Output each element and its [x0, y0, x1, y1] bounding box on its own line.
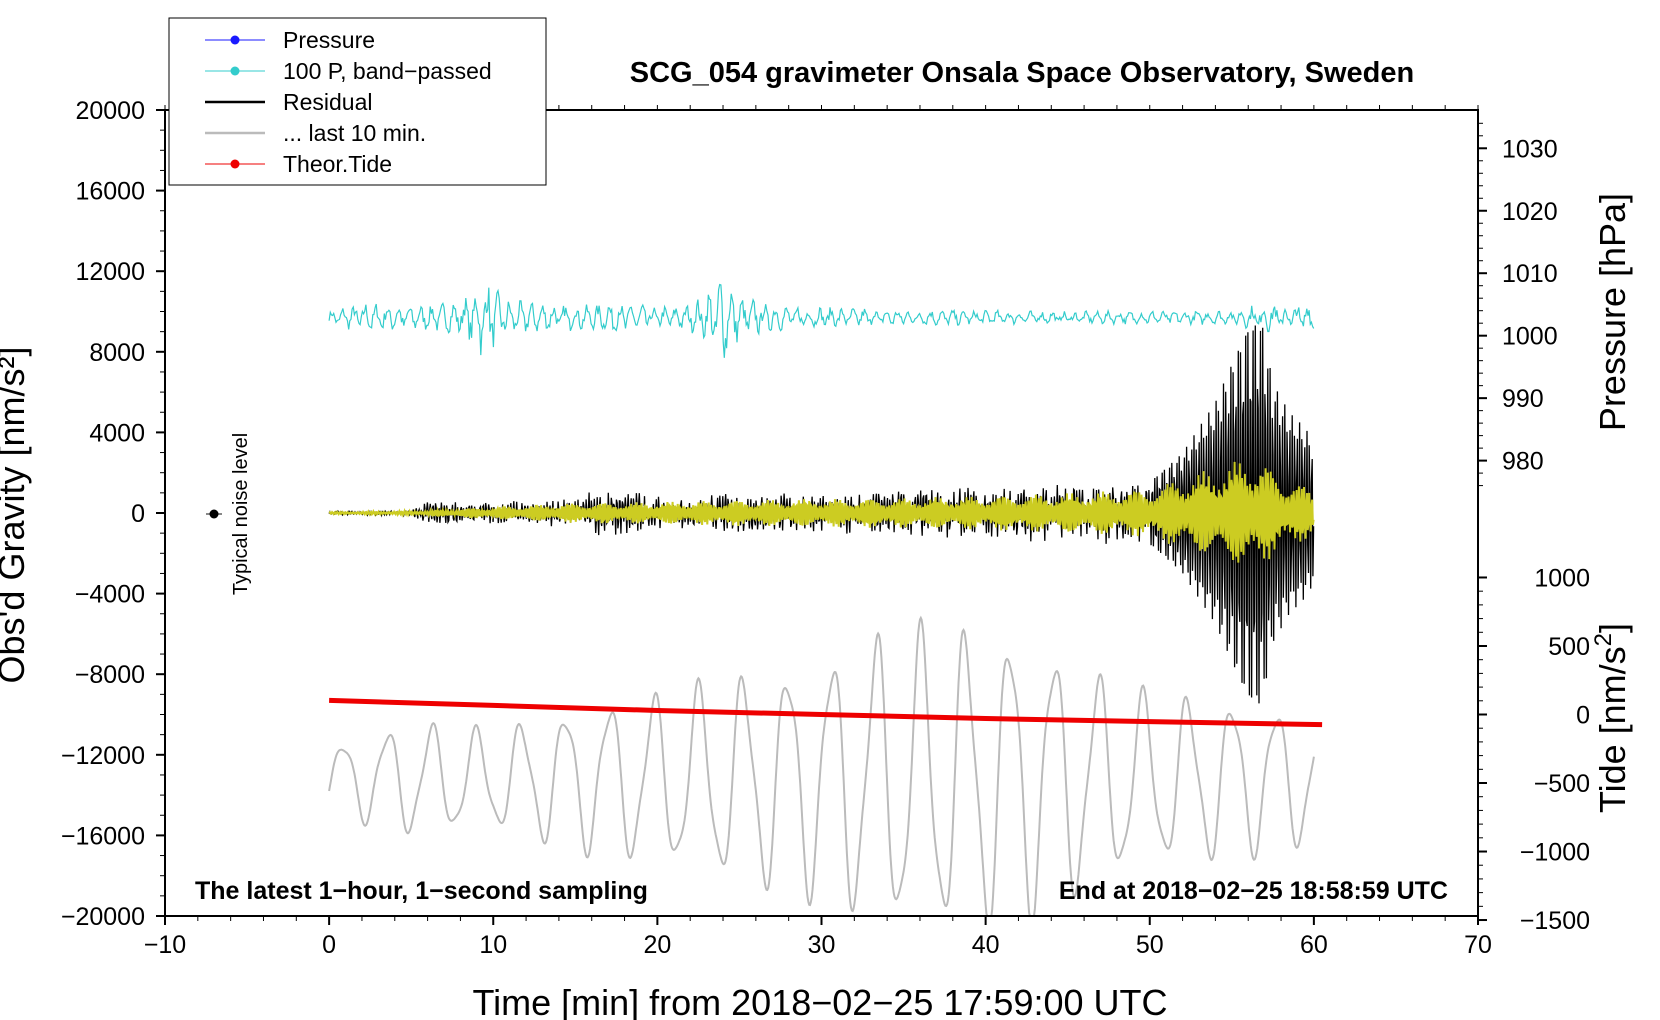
- pressure-tick-label: 980: [1502, 448, 1544, 476]
- x-tick-label: 10: [479, 931, 507, 959]
- x-tick-label: 30: [808, 931, 836, 959]
- y-tick-label: 0: [131, 500, 145, 528]
- y-tick-label: −4000: [75, 581, 145, 609]
- tide-title-superscript: 2: [1590, 633, 1617, 646]
- noise-level-label: Typical noise level: [230, 433, 252, 595]
- y-tick-label: −16000: [61, 822, 145, 850]
- tide-tick-label: 500: [1548, 633, 1590, 661]
- y-tick-label: 16000: [75, 178, 145, 206]
- pressure-tick-label: 1030: [1502, 135, 1558, 163]
- series-line-theoretical-tide: [329, 697, 1323, 728]
- x-tick-label: 60: [1300, 931, 1328, 959]
- y-tick-label: 20000: [75, 97, 145, 125]
- x-tick-label: 50: [1136, 931, 1164, 959]
- x-tick-label: −10: [144, 931, 186, 959]
- legend-swatch-dot: [230, 66, 240, 76]
- chart-title: SCG_054 gravimeter Onsala Space Observat…: [630, 57, 1414, 89]
- annotation-end-time: End at 2018−02−25 18:58:59 UTC: [1059, 877, 1448, 905]
- pressure-tick-label: 990: [1502, 385, 1544, 413]
- y-tick-label: 4000: [89, 419, 145, 447]
- tide-tick-label: 1000: [1534, 564, 1590, 592]
- series-line-last-10-min: [328, 615, 1315, 917]
- legend-label: 100 P, band−passed: [283, 58, 492, 84]
- x-tick-label: 70: [1464, 931, 1492, 959]
- legend-label: Theor.Tide: [283, 151, 392, 177]
- tide-tick-label: −1000: [1520, 839, 1590, 867]
- series-group: [328, 283, 1323, 917]
- legend-label: Residual: [283, 89, 373, 115]
- tide-title-text: Tide [nm/s: [1592, 646, 1633, 813]
- pressure-tick-label: 1020: [1502, 198, 1558, 226]
- pressure-tick-label: 1000: [1502, 323, 1558, 351]
- pressure-tick-label: 1010: [1502, 260, 1558, 288]
- y-tick-label: −12000: [61, 742, 145, 770]
- y-tick-label: −8000: [75, 661, 145, 689]
- legend: Pressure 100 P, band−passed Residual ... la…: [168, 17, 547, 186]
- tide-tick-label: −500: [1534, 770, 1590, 798]
- legend-swatch-dot: [230, 35, 240, 45]
- y-axis-title-left: Obs'd Gravity [nm/s²]: [0, 347, 32, 684]
- y-tick-label: 8000: [89, 339, 145, 367]
- y-tick-label: 12000: [75, 258, 145, 286]
- legend-swatch-dot: [230, 159, 240, 169]
- y-axis-title-pressure: Pressure [hPa]: [1592, 193, 1633, 431]
- legend-label: Pressure: [283, 27, 375, 53]
- x-tick-label: 0: [322, 931, 336, 959]
- tide-title-close: ]: [1592, 623, 1633, 633]
- x-axis-title: Time [min] from 2018−02−25 17:59:00 UTC: [472, 982, 1167, 1020]
- y-tick-label: −20000: [61, 903, 145, 931]
- noise-level-marker: Typical noise level: [206, 433, 252, 595]
- series-line-residual-filtered: [328, 461, 1315, 563]
- series-line-bandpassed-pressure: [328, 283, 1315, 358]
- y-axis-title-tide: Tide [nm/s2]: [1590, 623, 1633, 813]
- annotation-latest-hour: The latest 1−hour, 1−second sampling: [195, 877, 648, 905]
- noise-level-point: [209, 509, 219, 519]
- tide-tick-label: −1500: [1520, 907, 1590, 935]
- legend-label: ... last 10 min.: [283, 120, 426, 146]
- legend-entries: Pressure 100 P, band−passed Residual ... la…: [205, 27, 492, 177]
- x-tick-label: 40: [972, 931, 1000, 959]
- axes-group: −10 0 10 20 30 40 50 60 702000016000120008000400…: [61, 97, 1590, 959]
- tide-tick-label: 0: [1576, 702, 1590, 730]
- x-tick-label: 20: [643, 931, 671, 959]
